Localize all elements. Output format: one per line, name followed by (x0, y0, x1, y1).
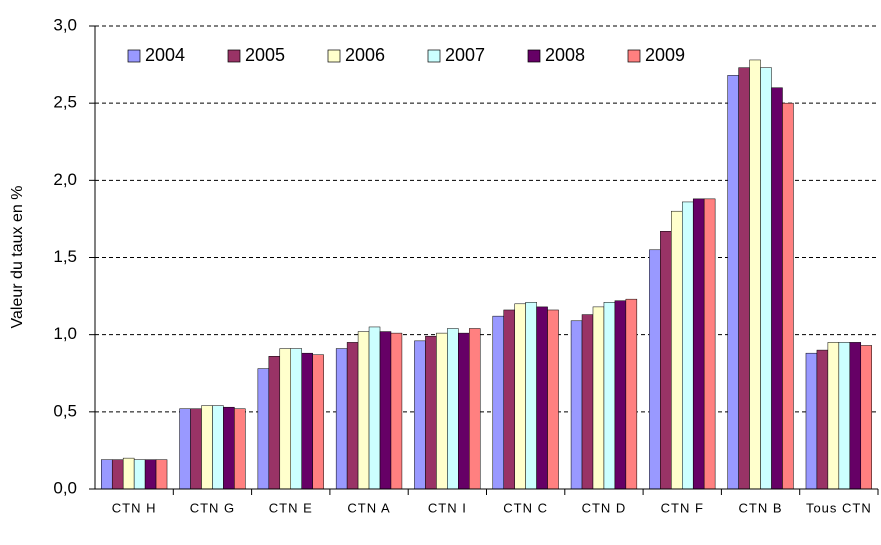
y-tick-label: 2,0 (53, 170, 77, 189)
bar (101, 459, 113, 490)
bar (771, 87, 783, 490)
bar (692, 198, 705, 490)
bar (860, 345, 872, 490)
bar (749, 59, 761, 490)
bar (805, 352, 818, 490)
x-tick-label: CTN I (428, 500, 467, 515)
bar (592, 306, 605, 490)
bar (603, 302, 616, 490)
bar (268, 356, 281, 490)
y-tick-label: 1,0 (53, 324, 77, 343)
bar (703, 198, 716, 490)
bar (536, 306, 548, 490)
bar (660, 231, 672, 490)
bar (469, 328, 481, 490)
bar (649, 249, 661, 490)
legend-swatch (227, 49, 241, 63)
x-tick-label: CTN G (190, 500, 235, 515)
bar (155, 459, 168, 490)
x-tick-label: CTN F (661, 500, 704, 515)
bar (760, 67, 772, 490)
y-tick-label: 3,0 (53, 15, 77, 34)
y-tick-label: 0,5 (53, 401, 77, 420)
bar (223, 406, 235, 490)
y-axis-label: Valeur du taux en % (9, 186, 26, 329)
bar (503, 309, 515, 490)
bar (301, 352, 313, 490)
legend-label: 2009 (645, 45, 685, 65)
bar (682, 201, 694, 490)
x-tick-label: CTN C (503, 500, 548, 515)
x-tick-label: Tous CTN (806, 500, 872, 515)
x-tick-label: CTN E (269, 500, 313, 515)
bar (838, 342, 851, 490)
bar (122, 457, 135, 490)
y-tick-label: 1,5 (53, 247, 77, 266)
bar (414, 340, 426, 490)
bar (279, 348, 291, 490)
bar (625, 298, 638, 490)
bar (257, 368, 270, 490)
bar (368, 326, 381, 490)
y-tick-label: 2,5 (53, 93, 77, 112)
bar (581, 314, 594, 490)
bar (144, 459, 157, 490)
bar (111, 459, 124, 490)
legend-label: 2004 (145, 45, 185, 65)
bar (290, 348, 302, 490)
bar (357, 331, 370, 490)
bar (827, 342, 840, 490)
bar (614, 300, 627, 490)
bar (390, 332, 403, 490)
bar (525, 302, 537, 490)
bar (447, 328, 459, 490)
legend-swatch (627, 49, 641, 63)
legend-label: 2005 (245, 45, 285, 65)
bar (234, 408, 246, 490)
bar (738, 67, 750, 490)
y-tick-label: 0,0 (53, 478, 77, 497)
bar (425, 335, 437, 490)
bar (133, 459, 146, 490)
x-tick-label: CTN D (582, 500, 627, 515)
legend-label: 2008 (545, 45, 585, 65)
bar (458, 332, 470, 490)
bar (727, 75, 739, 490)
bar (436, 332, 448, 490)
bar (547, 309, 559, 490)
bar (190, 408, 202, 490)
bar (379, 331, 392, 490)
x-tick-label: CTN H (112, 500, 157, 515)
legend-swatch (327, 49, 341, 63)
bar (849, 342, 862, 490)
bar (514, 303, 526, 490)
bar (201, 405, 213, 490)
bar (782, 102, 794, 490)
bar (312, 354, 324, 490)
bar (816, 349, 829, 490)
bar (212, 405, 224, 490)
bar (179, 408, 191, 490)
x-tick-label: CTN A (347, 500, 390, 515)
bar (335, 348, 348, 490)
bar (570, 320, 583, 490)
legend-swatch (427, 49, 441, 63)
legend-swatch (527, 49, 541, 63)
bar (492, 315, 504, 490)
legend-label: 2007 (445, 45, 485, 65)
legend-swatch (127, 49, 141, 63)
bar (671, 210, 683, 490)
legend-label: 2006 (345, 45, 385, 65)
x-tick-label: CTN B (739, 500, 783, 515)
bar (346, 342, 359, 490)
